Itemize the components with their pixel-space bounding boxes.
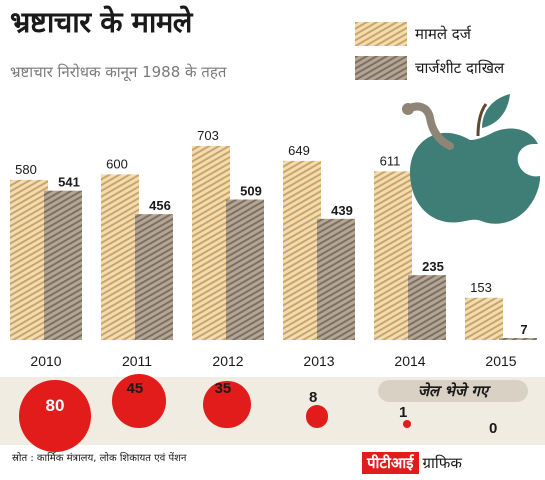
jail-value: 35: [214, 380, 232, 397]
x-axis-layer: 2010 2011 2012 2013 2014 2015: [30, 353, 516, 369]
page-title: भ्रष्टाचार के मामले: [10, 5, 192, 39]
jail-circle: [403, 420, 411, 428]
jail-item-2015: 0: [452, 380, 542, 442]
apple-stem-icon: [476, 103, 488, 137]
label-cases-2010: 580: [15, 162, 37, 177]
label-chargesheets-2014: 235: [422, 259, 444, 274]
x-tick-2012: 2012: [212, 353, 243, 369]
bars-layer: [10, 145, 537, 340]
legend-swatch-cases: [355, 22, 407, 46]
x-tick-2010: 2010: [30, 353, 61, 369]
label-chargesheets-2011: 456: [149, 198, 171, 213]
jail-value: 0: [489, 420, 498, 437]
x-tick-2015: 2015: [485, 353, 516, 369]
legend-label-cases: मामले दर्ज: [415, 25, 471, 43]
jail-value: 1: [399, 404, 408, 421]
label-chargesheets-2010: 541: [58, 175, 80, 190]
bar-chargesheets-2012: [226, 199, 264, 340]
bar-cases-2013: [283, 160, 321, 340]
worm-icon: [406, 102, 454, 150]
bar-chargesheets-2014: [408, 275, 446, 340]
bar-cases-2011: [101, 174, 139, 340]
jail-item-2014: 1: [362, 380, 452, 442]
apple-body-icon: [410, 128, 540, 224]
x-tick-2011: 2011: [122, 353, 152, 369]
jail-item-2010: 80: [10, 380, 100, 452]
credit-suffix: ग्राफिक: [422, 454, 462, 472]
jail-item-2012: 35: [182, 380, 272, 442]
bar-cases-2012: [192, 145, 230, 340]
x-tick-2013: 2013: [303, 353, 334, 369]
label-chargesheets-2015: 7: [520, 322, 527, 337]
credit-brand: पीटीआई: [362, 452, 419, 474]
jail-circle: [112, 374, 166, 428]
label-chargesheets-2012: 509: [240, 184, 262, 199]
label-cases-2015: 153: [470, 280, 492, 295]
label-cases-2012: 703: [197, 128, 219, 143]
apple-leaf-icon: [482, 94, 510, 128]
x-tick-2014: 2014: [394, 353, 425, 369]
value-labels-layer: 580 541 600 456 703 509 649 439 611 235 153 7: [15, 128, 527, 337]
jail-value: 80: [45, 395, 65, 415]
bar-chargesheets-2015: [499, 338, 537, 340]
bar-cases-2010: [10, 179, 48, 340]
legend-item-cases: मामले दर्ज: [355, 22, 535, 46]
legend-item-chargesheets: चार्जशीट दाखिल: [355, 56, 535, 80]
jail-value: 45: [126, 380, 144, 397]
jail-circle: [203, 380, 251, 428]
bar-chargesheets-2011: [135, 214, 173, 340]
label-cases-2014: 611: [380, 153, 401, 168]
source-note: स्रोत : कार्मिक मंत्रालय, लोक शिकायत एवं…: [12, 453, 187, 464]
bar-chargesheets-2010: [44, 190, 82, 340]
label-chargesheets-2013: 439: [331, 203, 353, 218]
label-cases-2011: 600: [106, 156, 128, 171]
label-cases-2013: 649: [288, 143, 310, 158]
bar-chargesheets-2013: [317, 218, 355, 340]
graphic-credit: पीटीआई ग्राफिक: [362, 452, 540, 476]
jail-circle: [19, 380, 91, 452]
worm-head-icon: [402, 103, 414, 115]
jail-item-2011: 45: [94, 374, 184, 442]
page-subtitle: भ्रष्टाचार निरोधक कानून 1988 के तहत: [10, 63, 227, 81]
jail-item-2013: 8: [272, 380, 362, 442]
bar-cases-2014: [374, 171, 412, 340]
legend-swatch-chargesheets: [355, 56, 407, 80]
jail-value: 8: [309, 389, 318, 407]
bar-cases-2015: [465, 297, 503, 340]
jail-circle: [305, 405, 329, 428]
jail-title: जेल भेजे गए: [378, 380, 528, 402]
legend-label-chargesheets: चार्जशीट दाखिल: [415, 59, 505, 77]
